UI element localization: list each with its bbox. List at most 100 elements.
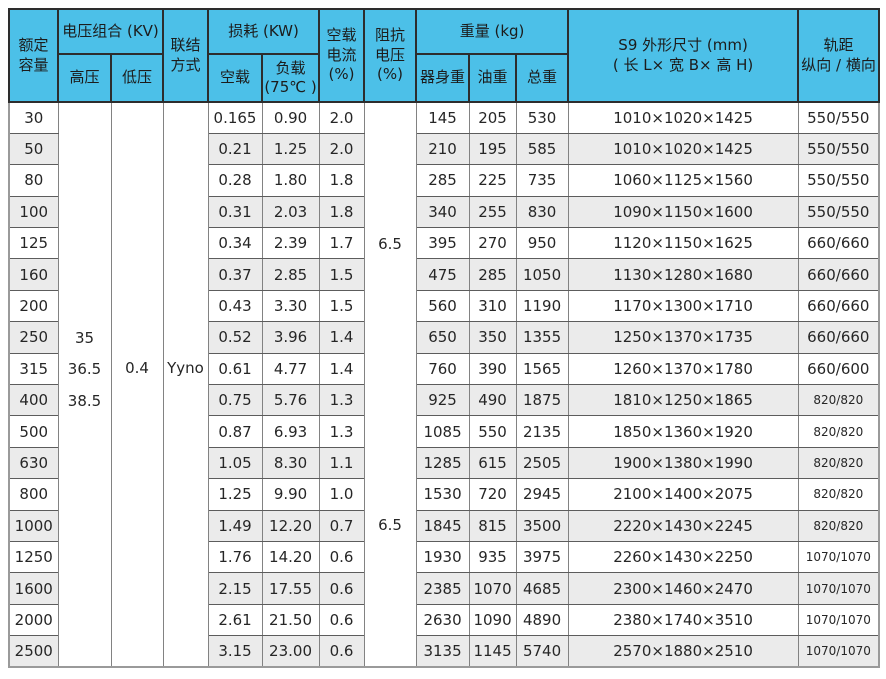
cell-rated-capacity: 400	[8, 384, 59, 417]
cell-total-weight: 1875	[515, 384, 569, 417]
cell-load-loss: 3.96	[261, 321, 320, 354]
cell-load-loss: 1.80	[261, 164, 320, 197]
cell-no-load-loss: 1.25	[207, 478, 263, 511]
cell-rated-capacity: 100	[8, 195, 59, 229]
cell-load-loss: 3.30	[261, 289, 320, 323]
table-row: 1250 1.76 14.20 0.6 1930 935 3975 2260×1430×225…	[8, 540, 880, 574]
cell-dimensions: 2260×1430×2250	[567, 540, 799, 574]
cell-load-loss: 4.77	[261, 352, 320, 386]
cell-total-weight: 4890	[515, 603, 569, 637]
cell-total-weight: 2135	[515, 415, 569, 448]
cell-oil-weight: 1145	[468, 635, 517, 668]
cell-no-load-loss: 0.21	[207, 132, 263, 166]
table-row: 50 0.21 1.25 2.0 210 195 585 1010×1020×1425 550/…	[8, 132, 880, 166]
cell-no-load-current: 1.3	[318, 384, 365, 417]
cell-rail-gauge: 1070/1070	[797, 540, 880, 574]
cell-no-load-loss: 0.31	[207, 195, 263, 229]
cell-oil-weight: 935	[468, 540, 517, 574]
cell-dimensions: 2300×1460×2470	[567, 572, 799, 605]
cell-high-voltage-merged: 35 36.5 38.5	[57, 102, 112, 668]
cell-no-load-loss: 1.05	[207, 446, 263, 480]
header-loss: 损耗 (KW)	[207, 8, 321, 55]
cell-rated-capacity: 1250	[8, 540, 59, 574]
header-no-load-loss: 空载	[207, 53, 264, 103]
cell-load-loss: 8.30	[261, 446, 320, 480]
cell-no-load-current: 0.6	[318, 572, 365, 605]
header-on-load-loss: 负载 (75℃ )	[261, 53, 321, 103]
cell-no-load-current: 1.4	[318, 321, 365, 354]
cell-dimensions: 1010×1020×1425	[567, 132, 799, 166]
impedance-value-upper: 6.5	[378, 234, 402, 253]
cell-dimensions: 1130×1280×1680	[567, 258, 799, 291]
header-dimensions: S9 外形尺寸 (mm) ( 长 L× 宽 B× 高 H)	[567, 8, 800, 103]
cell-no-load-loss: 2.15	[207, 572, 263, 605]
header-oil-weight: 油重	[468, 53, 518, 103]
table-row: 160 0.37 2.85 1.5 475 285 1050 1130×1280×1680 66…	[8, 258, 880, 291]
cell-load-loss: 2.85	[261, 258, 320, 291]
cell-oil-weight: 615	[468, 446, 517, 480]
cell-load-loss: 2.03	[261, 195, 320, 229]
table-row: 1000 1.49 12.20 0.7 1845 815 3500 2220×1430×224…	[8, 509, 880, 542]
cell-body-weight: 1085	[415, 415, 470, 448]
cell-no-load-loss: 0.87	[207, 415, 263, 448]
cell-load-loss: 0.90	[261, 101, 320, 134]
cell-no-load-current: 0.6	[318, 603, 365, 637]
cell-rated-capacity: 50	[8, 132, 59, 166]
cell-body-weight: 395	[415, 227, 470, 260]
cell-oil-weight: 1090	[468, 603, 517, 637]
cell-load-loss: 6.93	[261, 415, 320, 448]
cell-no-load-current: 0.6	[318, 635, 365, 668]
cell-no-load-loss: 0.28	[207, 164, 263, 197]
connection-value: Yyno	[167, 359, 204, 378]
cell-rated-capacity: 30	[8, 101, 59, 134]
cell-dimensions: 2100×1400×2075	[567, 478, 799, 511]
cell-oil-weight: 390	[468, 352, 517, 386]
header-impedance-voltage: 阻抗 电压 (%)	[363, 8, 418, 103]
cell-oil-weight: 195	[468, 132, 517, 166]
cell-no-load-current: 1.8	[318, 164, 365, 197]
cell-no-load-current: 2.0	[318, 101, 365, 134]
cell-load-loss: 1.25	[261, 132, 320, 166]
cell-rail-gauge: 660/660	[797, 289, 880, 323]
cell-body-weight: 285	[415, 164, 470, 197]
table-row: 630 1.05 8.30 1.1 1285 615 2505 1900×1380×1990 8…	[8, 446, 880, 480]
cell-load-loss: 23.00	[261, 635, 320, 668]
table-row: 800 1.25 9.90 1.0 1530 720 2945 2100×1400×2075 8…	[8, 478, 880, 511]
header-total-weight: 总重	[515, 53, 570, 103]
table-row: 30 35 36.5 38.5 0.4 Yyno 0.165 0.90 2.0 6.5 6.5 145…	[8, 101, 880, 668]
cell-no-load-loss: 1.49	[207, 509, 263, 542]
cell-total-weight: 585	[515, 132, 569, 166]
cell-rated-capacity: 315	[8, 352, 59, 386]
cell-no-load-current: 1.5	[318, 258, 365, 291]
cell-rated-capacity: 200	[8, 289, 59, 323]
high-voltage-value: 38.5	[67, 391, 102, 410]
cell-no-load-current: 1.7	[318, 227, 365, 260]
cell-rail-gauge: 550/550	[797, 195, 880, 229]
cell-rated-capacity: 250	[8, 321, 59, 354]
cell-no-load-loss: 0.75	[207, 384, 263, 417]
table-row: 400 0.75 5.76 1.3 925 490 1875 1810×1250×1865 82…	[8, 384, 880, 417]
cell-rail-gauge: 550/550	[797, 164, 880, 197]
cell-dimensions: 1090×1150×1600	[567, 195, 799, 229]
cell-dimensions: 2570×1880×2510	[567, 635, 799, 668]
cell-load-loss: 5.76	[261, 384, 320, 417]
cell-rated-capacity: 800	[8, 478, 59, 511]
cell-body-weight: 560	[415, 289, 470, 323]
cell-no-load-current: 0.7	[318, 509, 365, 542]
cell-no-load-current: 1.0	[318, 478, 365, 511]
header-rail-gauge: 轨距 纵向 / 横向	[797, 8, 881, 103]
cell-oil-weight: 815	[468, 509, 517, 542]
header-low-voltage: 低压	[109, 53, 165, 103]
cell-rated-capacity: 630	[8, 446, 59, 480]
cell-oil-weight: 205	[468, 101, 517, 134]
cell-no-load-loss: 0.43	[207, 289, 263, 323]
cell-load-loss: 17.55	[261, 572, 320, 605]
high-voltage-values: 35 36.5 38.5	[59, 323, 110, 417]
high-voltage-value: 36.5	[67, 360, 102, 379]
cell-rail-gauge: 820/820	[797, 478, 880, 511]
cell-oil-weight: 350	[468, 321, 517, 354]
cell-load-loss: 2.39	[261, 227, 320, 260]
cell-oil-weight: 490	[468, 384, 517, 417]
table-row: 200 0.43 3.30 1.5 560 310 1190 1170×1300×1710 66…	[8, 289, 880, 323]
cell-rated-capacity: 80	[8, 164, 59, 197]
